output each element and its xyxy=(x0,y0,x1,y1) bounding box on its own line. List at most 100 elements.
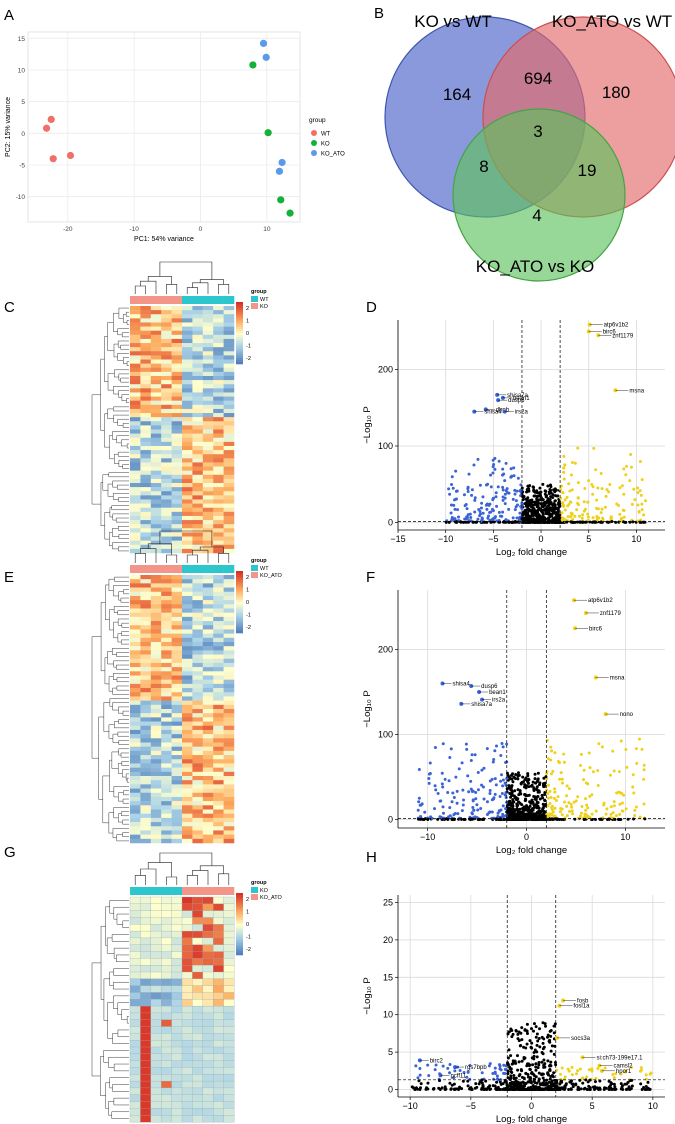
heatmap-cell xyxy=(150,788,162,793)
heatmap-cell xyxy=(192,750,204,756)
volcano-point xyxy=(509,777,513,781)
heatmap-cell xyxy=(130,454,141,459)
heatmap-cell xyxy=(182,755,193,760)
heatmap-cell xyxy=(150,326,162,331)
volcano-point xyxy=(522,516,526,520)
volcano-point xyxy=(565,794,569,798)
volcano-point xyxy=(513,789,517,793)
heatmap-cell xyxy=(181,1087,193,1096)
heatmap-cell xyxy=(202,499,214,504)
heatmap-scale-step xyxy=(236,361,243,365)
heatmap-cell xyxy=(130,413,141,418)
heatmap-cell xyxy=(140,1012,152,1021)
heatmap-cell xyxy=(171,696,183,701)
volcano-point xyxy=(496,814,500,818)
volcano-point xyxy=(516,777,520,781)
heatmap-cell xyxy=(182,511,193,517)
volcano-point xyxy=(541,512,545,516)
heatmap-scale-step xyxy=(236,944,243,948)
volcano-point xyxy=(537,811,541,815)
heatmap-cell xyxy=(192,388,204,393)
heatmap-cell xyxy=(223,616,235,622)
heatmap-cell xyxy=(192,524,204,529)
heatmap-cell xyxy=(150,351,162,356)
heatmap-cell xyxy=(171,579,183,584)
heatmap-annotation-cell xyxy=(150,565,162,573)
heatmap-cell xyxy=(150,396,162,401)
volcano-point xyxy=(548,502,552,506)
heatmap-cell xyxy=(150,608,162,613)
volcano-point xyxy=(576,446,580,450)
heatmap-cell xyxy=(150,515,162,521)
volcano-point xyxy=(543,489,547,493)
heatmap-scale-step xyxy=(236,593,243,597)
heatmap-cell xyxy=(202,318,214,323)
heatmap-cell xyxy=(171,1012,183,1021)
volcano-x-axis-label: Log₂ fold change xyxy=(496,1114,567,1124)
heatmap-cell xyxy=(150,591,162,597)
heatmap-cell xyxy=(213,1115,224,1123)
heatmap-row-dendrogram xyxy=(113,606,129,613)
heatmap-scale-step xyxy=(236,577,243,580)
heatmap-cell xyxy=(213,363,224,368)
volcano-point xyxy=(569,1087,573,1091)
heatmap-cell xyxy=(150,400,162,406)
volcano-point xyxy=(462,798,466,802)
volcano-point xyxy=(506,1032,510,1036)
volcano-point xyxy=(595,498,599,502)
heatmap-cell xyxy=(192,1094,204,1102)
volcano-point xyxy=(550,1044,554,1048)
heatmap-cell xyxy=(223,612,235,618)
heatmap-annotation-cell xyxy=(130,565,141,573)
heatmap-cell xyxy=(192,347,204,352)
heatmap-cell xyxy=(223,462,235,467)
heatmap-cell xyxy=(202,1060,214,1068)
volcano-point xyxy=(446,1066,450,1070)
volcano-point xyxy=(524,1046,528,1050)
volcano-point xyxy=(468,519,472,523)
heatmap-row-dendrogram xyxy=(112,687,129,695)
heatmap-cell xyxy=(202,595,214,601)
volcano-point xyxy=(553,751,557,755)
heatmap-cell xyxy=(202,658,214,664)
heatmap-cell xyxy=(182,834,193,840)
heatmap-cell xyxy=(192,971,204,980)
heatmap-scale-step xyxy=(236,320,243,323)
heatmap-cell xyxy=(140,734,152,739)
heatmap-cell xyxy=(202,1080,214,1089)
volcano-point xyxy=(477,508,481,512)
volcano-point xyxy=(618,791,622,795)
heatmap-cell xyxy=(192,999,204,1007)
volcano-y-tick: 100 xyxy=(378,730,393,740)
heatmap-cell xyxy=(161,384,172,389)
pca-legend-label: KO xyxy=(321,142,330,148)
heatmap-cell xyxy=(150,734,162,739)
volcano-point xyxy=(516,1080,520,1084)
volcano-point xyxy=(628,479,632,483)
volcano-gene-label: shisa7a xyxy=(471,702,492,708)
volcano-point xyxy=(586,512,590,516)
volcano-point xyxy=(585,815,589,819)
volcano-point xyxy=(563,816,567,820)
venn-region-abc: 3 xyxy=(533,122,542,141)
heatmap-scale-step xyxy=(236,893,243,896)
heatmap-cell xyxy=(181,1115,193,1123)
volcano-gene-label: birc2 xyxy=(430,1058,444,1064)
heatmap-cell xyxy=(182,363,193,368)
heatmap-cell xyxy=(150,809,162,814)
volcano-point xyxy=(560,484,564,488)
volcano-point xyxy=(546,792,550,796)
heatmap-cell xyxy=(150,338,162,344)
heatmap-cell xyxy=(213,903,224,912)
heatmap-cell xyxy=(192,454,204,459)
volcano-point xyxy=(461,803,465,807)
heatmap-cell xyxy=(171,433,183,438)
heatmap-cell xyxy=(171,462,183,467)
heatmap-cell xyxy=(182,466,193,471)
heatmap-cell xyxy=(171,532,183,537)
heatmap-row-dendrogram xyxy=(114,453,119,464)
heatmap-cell xyxy=(192,408,204,414)
volcano-point xyxy=(640,747,644,751)
heatmap-cell xyxy=(223,734,235,739)
volcano-point xyxy=(512,815,516,819)
